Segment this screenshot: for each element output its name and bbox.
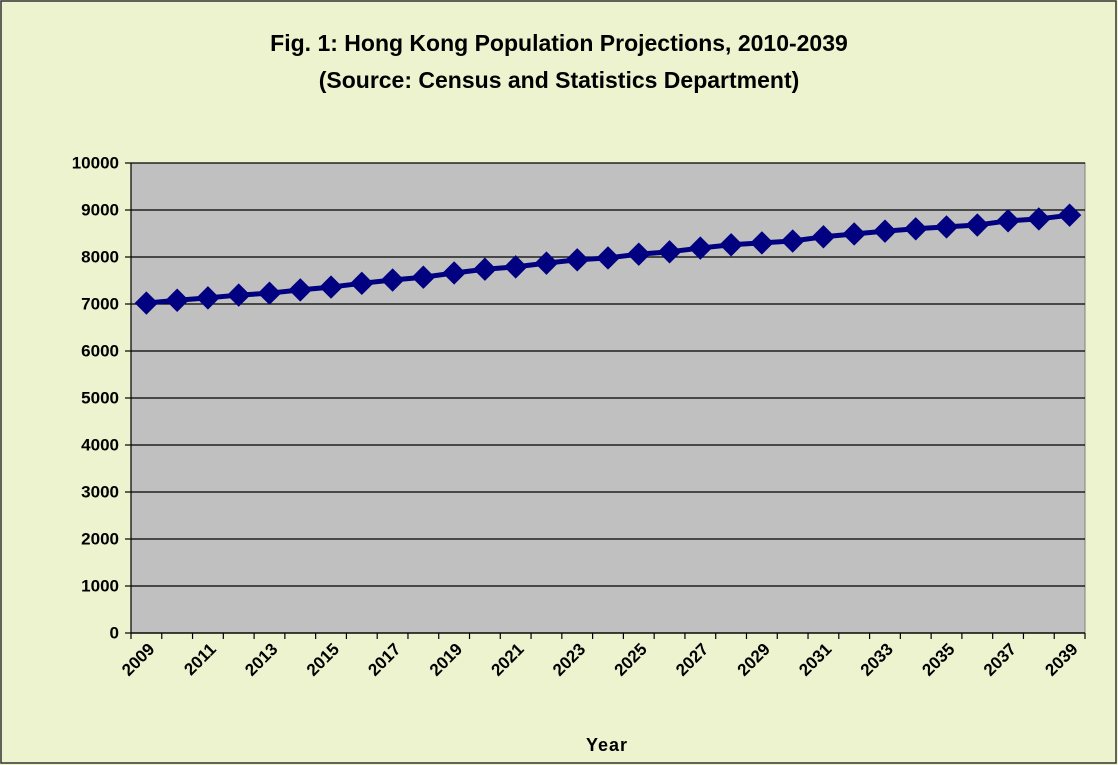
data-point	[288, 278, 312, 302]
data-point	[596, 246, 620, 270]
data-point	[965, 213, 989, 237]
y-tick-label: 5000	[81, 388, 119, 407]
data-point	[380, 268, 405, 292]
data-point	[996, 209, 1020, 233]
y-tick-label: 3000	[81, 482, 119, 501]
y-tick-label: 8000	[81, 247, 119, 266]
data-point	[811, 225, 836, 249]
data-point	[565, 248, 589, 272]
data-point	[319, 275, 343, 299]
y-tick-label: 4000	[81, 435, 119, 454]
data-point	[257, 281, 282, 305]
data-point	[780, 229, 805, 253]
y-tick-label: 1000	[81, 576, 119, 595]
data-point	[196, 286, 220, 310]
data-point	[627, 242, 651, 266]
data-point	[350, 271, 374, 296]
data-point	[842, 222, 866, 246]
data-point	[227, 283, 251, 307]
data-point	[134, 291, 159, 315]
y-tick-label: 7000	[81, 294, 119, 313]
y-tick-label: 9000	[81, 200, 119, 219]
data-point	[934, 215, 959, 239]
data-point	[534, 251, 559, 275]
data-point	[750, 231, 774, 255]
data-point	[411, 265, 436, 289]
y-tick-label: 0	[110, 623, 119, 642]
data-point	[904, 217, 928, 241]
data-point	[442, 261, 466, 285]
chart-subtitle: (Source: Census and Statistics Departmen…	[319, 67, 800, 93]
data-point	[688, 236, 713, 260]
chart-title: Fig. 1: Hong Kong Population Projections…	[270, 30, 848, 56]
data-point	[473, 257, 497, 281]
data-point	[503, 255, 528, 279]
data-point	[657, 240, 682, 264]
x-axis-title: Year	[586, 735, 628, 755]
data-point	[1057, 203, 1082, 227]
y-tick-label: 2000	[81, 529, 119, 548]
y-tick-label: 10000	[72, 153, 119, 172]
data-point	[719, 233, 743, 257]
data-point	[165, 288, 189, 312]
data-point	[1027, 207, 1051, 231]
y-tick-label: 6000	[81, 341, 119, 360]
data-point	[873, 219, 897, 243]
